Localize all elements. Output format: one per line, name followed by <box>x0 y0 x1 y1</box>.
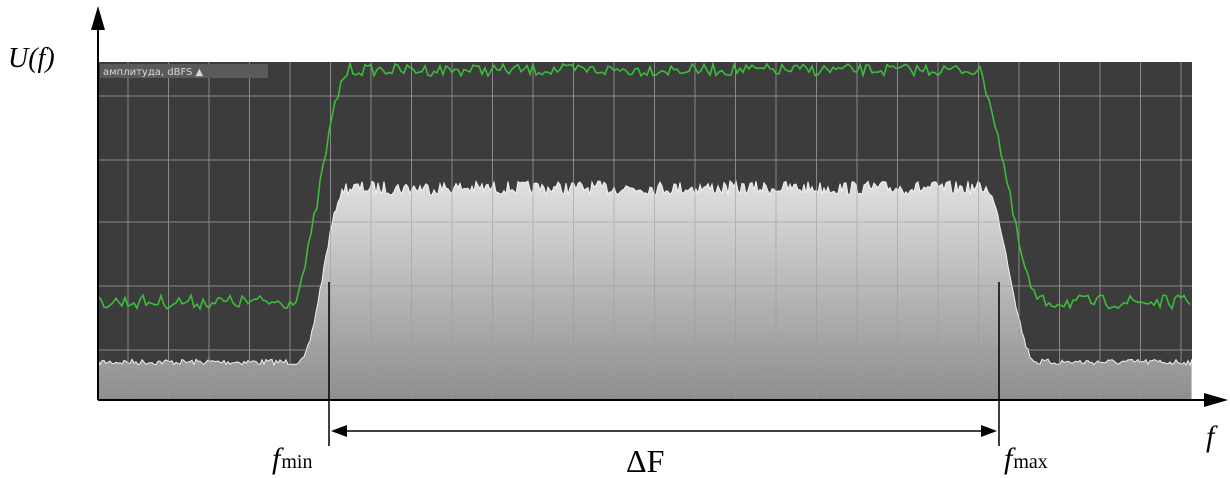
panel-caption-box <box>100 64 268 78</box>
y-axis-label: U(f) <box>8 43 55 74</box>
f-min-label: fmin <box>272 442 312 475</box>
x-axis-label: f <box>1206 420 1218 453</box>
green-spectrum-trace <box>98 62 1191 311</box>
bandwidth-arrowhead-left <box>331 425 347 437</box>
x-axis-arrowhead <box>1204 393 1228 407</box>
grid-lines-over-spectrum <box>98 62 1192 400</box>
bandwidth-arrowhead-right <box>981 425 997 437</box>
f-max-label: fmax <box>1004 442 1048 475</box>
panel-caption: амплитуда, dBFS ▲ <box>103 67 204 78</box>
y-axis-arrowhead <box>91 6 105 30</box>
bandwidth-label: ΔF <box>626 443 664 478</box>
